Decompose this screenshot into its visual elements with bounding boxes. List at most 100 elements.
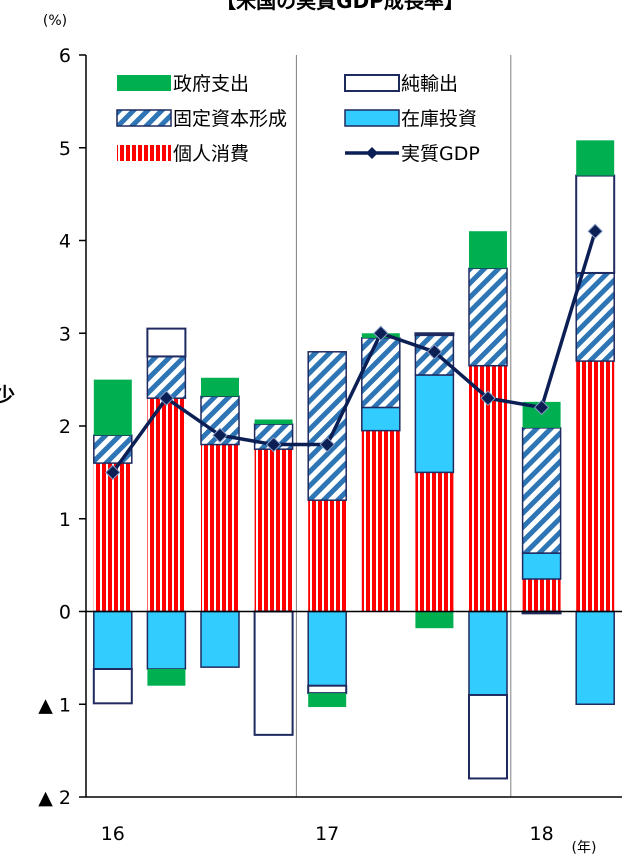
x-year-label: 16 — [101, 823, 125, 845]
gdp-point-6 — [426, 344, 443, 360]
bar-net-3 — [253, 610, 294, 736]
legend-label-gdp: 実質GDP — [401, 143, 480, 165]
bar-inv-7 — [468, 610, 508, 696]
gdp-line-series — [105, 223, 603, 481]
bar-fixed-4 — [307, 351, 347, 501]
legend-swatch-cons — [117, 145, 171, 161]
bar-cons-9 — [576, 361, 615, 612]
bar-gov-0 — [93, 379, 132, 436]
bar-group-5 — [361, 333, 401, 612]
bar-net-4 — [307, 684, 348, 695]
bar-net-7 — [468, 693, 508, 780]
legend-label-inv: 在庫投資 — [401, 108, 477, 130]
y-tick-label: 3 — [59, 323, 71, 345]
bar-cons-3 — [254, 449, 293, 612]
bar-inv-2 — [200, 610, 240, 668]
y-tick-label: ▲ 1 — [38, 694, 71, 716]
x-unit-label: (年) — [572, 840, 597, 856]
bar-gov-1 — [147, 669, 186, 686]
bar-fixed-8 — [521, 427, 562, 554]
gdp-line — [111, 230, 597, 474]
year-dividers — [295, 55, 512, 797]
legend-label-net: 純輸出 — [401, 73, 458, 95]
legend-swatch-gov — [117, 75, 171, 91]
bar-cons-6 — [415, 472, 454, 612]
bar-inv-4 — [307, 610, 347, 687]
bar-net-0 — [92, 668, 133, 705]
legend-item-inv: 在庫投資 — [344, 108, 477, 130]
bar-group-7 — [468, 231, 508, 780]
x-year-label: 18 — [530, 823, 554, 845]
gdp-point-1 — [158, 390, 175, 406]
bar-fixed-5 — [361, 337, 401, 409]
legend-item-gdp: 実質GDP — [345, 143, 480, 165]
bar-fixed-9 — [575, 272, 615, 362]
legend-label-cons: 個人消費 — [173, 143, 249, 165]
y-tick-label: 0 — [59, 602, 71, 624]
y-tick-label: 2 — [59, 416, 71, 438]
legend-item-gov: 政府支出 — [117, 73, 249, 95]
bar-gov-3 — [254, 419, 293, 425]
bar-fixed-7 — [468, 267, 508, 367]
bar-gov-6 — [415, 611, 454, 629]
stacked-bars — [92, 140, 616, 780]
y-unit-label: (%) — [43, 13, 67, 29]
y-tick-label: 6 — [59, 45, 71, 67]
legend-label-fixed: 固定資本形成 — [173, 108, 287, 130]
gdp-point-0 — [105, 464, 121, 481]
bar-net-6 — [414, 332, 455, 337]
gdp-point-9 — [587, 223, 603, 239]
bar-cons-0 — [93, 463, 132, 612]
bar-net-1 — [146, 327, 187, 358]
bar-inv-5 — [361, 406, 401, 432]
bar-gov-7 — [469, 231, 507, 269]
bar-group-0 — [92, 379, 133, 705]
legend-swatch-inv — [344, 109, 400, 127]
bar-inv-1 — [146, 610, 187, 670]
bar-cons-8 — [522, 579, 561, 612]
bar-inv-6 — [414, 374, 455, 474]
legend-item-cons: 個人消費 — [117, 143, 249, 165]
legend-swatch-fixed — [116, 109, 172, 127]
bar-cons-5 — [361, 430, 400, 612]
x-year-label: 17 — [315, 823, 339, 845]
bar-gov-2 — [201, 377, 239, 397]
gdp-point-8 — [533, 399, 550, 416]
bar-group-4 — [307, 351, 348, 708]
y-tick-label: 5 — [59, 138, 71, 160]
gdp-point-5 — [373, 325, 389, 341]
bar-group-2 — [200, 377, 240, 668]
bar-group-1 — [146, 327, 187, 686]
bar-cons-1 — [147, 398, 186, 612]
legend-label-gov: 政府支出 — [173, 73, 249, 95]
gdp-point-7 — [480, 390, 496, 406]
y-tick-label: ▲ 2 — [38, 787, 71, 809]
bar-inv-8 — [521, 552, 562, 580]
bar-cons-7 — [469, 365, 507, 612]
bar-gov-4 — [308, 693, 347, 708]
bar-cons-4 — [308, 500, 347, 612]
legend-swatch-net — [344, 74, 400, 92]
bar-inv-0 — [93, 610, 133, 670]
bar-fixed-0 — [93, 434, 133, 464]
bar-group-9 — [575, 140, 616, 705]
legend-swatch-gdp-marker — [366, 147, 378, 159]
bar-inv-9 — [575, 610, 615, 705]
chart-title: 【米国の実質GDP成長率】 — [216, 0, 464, 13]
legend-item-fixed: 固定資本形成 — [116, 108, 287, 130]
y-tick-label: 4 — [59, 231, 71, 253]
side-character: 少 — [0, 383, 15, 407]
gdp-point-3 — [265, 436, 282, 453]
bar-group-8 — [521, 401, 562, 615]
y-tick-label: 1 — [59, 509, 71, 531]
legend-item-net: 純輸出 — [344, 73, 458, 95]
gdp-point-2 — [212, 427, 228, 443]
axes: 6 5 4 3 2 1 0 ▲ 1 ▲ 2 16 17 18 — [38, 45, 622, 845]
bar-group-3 — [253, 419, 294, 736]
gdp-point-4 — [319, 436, 335, 453]
bar-gov-9 — [576, 140, 615, 176]
bar-group-6 — [414, 332, 455, 629]
bar-cons-2 — [201, 444, 239, 612]
